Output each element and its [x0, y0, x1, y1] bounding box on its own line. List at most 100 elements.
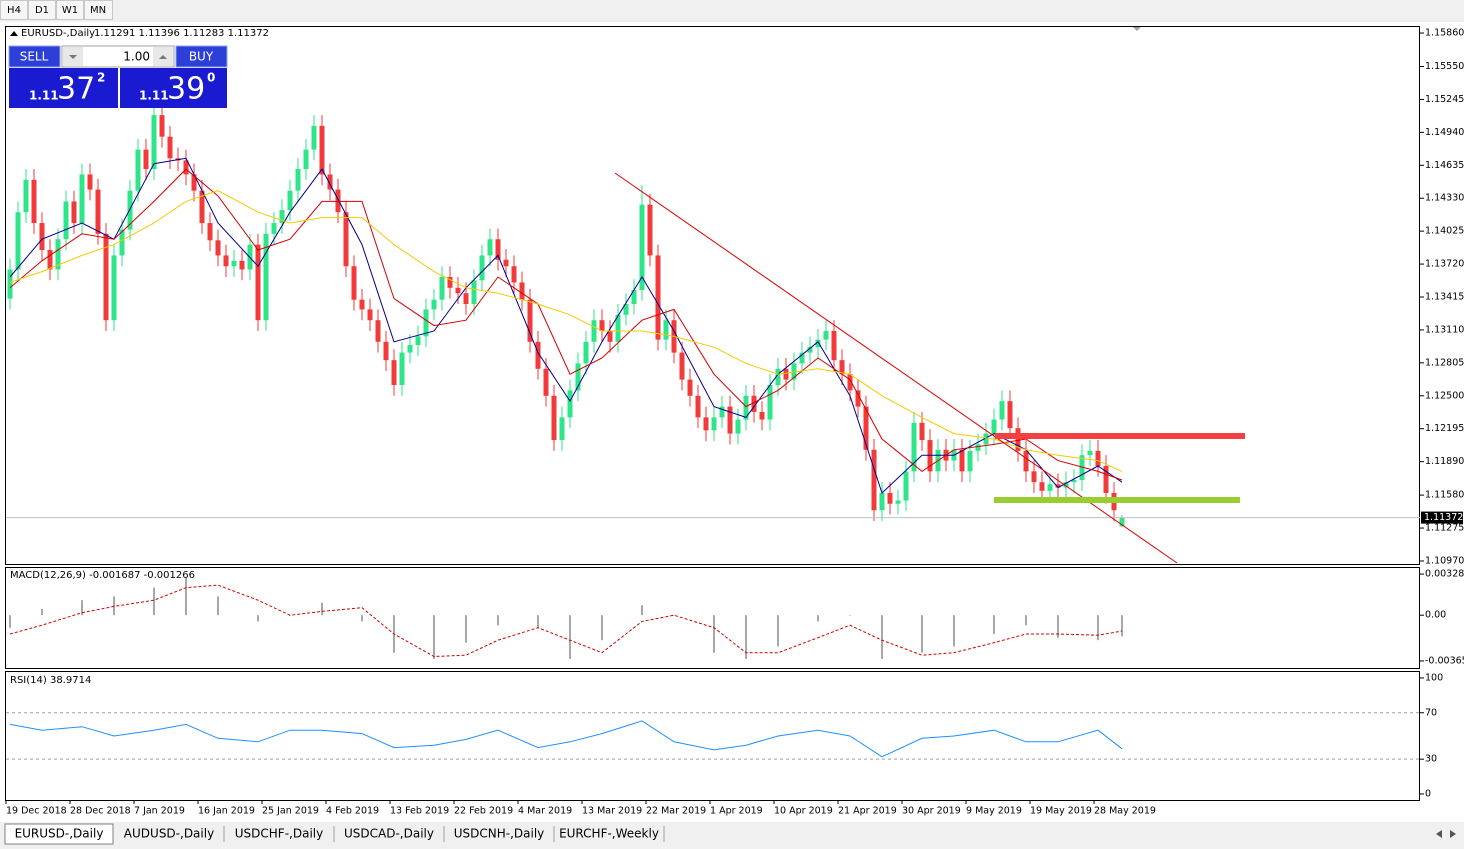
support-zone	[994, 497, 1240, 503]
candle-body	[615, 314, 621, 342]
timeframe-button[interactable]	[0, 0, 28, 20]
candle-body	[1055, 484, 1061, 488]
symbol-tab[interactable]	[115, 824, 223, 844]
symbol-tab-label[interactable]: EURUSD-,Daily	[15, 827, 104, 841]
candle-body	[647, 204, 653, 256]
candle-body	[303, 149, 309, 170]
timeframe-label[interactable]: D1	[35, 5, 49, 16]
candle-body	[663, 320, 669, 340]
candle-body	[679, 352, 685, 380]
last-price-label: 1.11372	[1424, 512, 1463, 523]
candle-body	[1039, 482, 1045, 491]
macd-bar	[113, 596, 115, 616]
candle-body	[351, 266, 357, 300]
moving-average	[9, 157, 1123, 494]
candle-body	[255, 244, 261, 321]
y-tick-label: 1.13720	[1425, 259, 1464, 270]
candle-body	[623, 304, 629, 315]
candle-body	[119, 229, 125, 256]
candle-body	[23, 179, 29, 213]
macd-bar	[41, 608, 43, 616]
x-tick-label: 13 Feb 2019	[390, 806, 449, 817]
lot-value[interactable]: 1.00	[123, 50, 150, 64]
y-tick-label: 0.003287	[1425, 569, 1464, 580]
bid-pips[interactable]: 37	[57, 72, 95, 107]
candle-body	[519, 282, 525, 300]
candle-body	[495, 239, 501, 260]
lot-increase-icon[interactable]	[159, 55, 167, 59]
macd-bar	[601, 615, 603, 641]
timeframe-label[interactable]: H4	[7, 5, 21, 16]
candle-body	[391, 360, 397, 385]
macd-bar	[1025, 615, 1027, 626]
symbol-tab[interactable]	[225, 824, 333, 844]
x-tick-label: 4 Feb 2019	[326, 806, 379, 817]
symbol-tab[interactable]	[445, 824, 553, 844]
macd-bar	[817, 615, 819, 622]
tab-scroll-right[interactable]	[1450, 830, 1456, 838]
collapse-arrow[interactable]	[10, 31, 18, 36]
candle-body	[711, 417, 717, 431]
ask-pips[interactable]: 39	[167, 72, 205, 107]
candle-body	[791, 363, 797, 380]
y-tick-label: 1.15860	[1425, 28, 1464, 39]
symbol-tab-label[interactable]: USDCHF-,Daily	[235, 827, 323, 841]
resistance-zone	[995, 433, 1245, 439]
candle-body	[871, 449, 877, 511]
x-tick-label: 1 Apr 2019	[710, 806, 763, 817]
candle-body	[631, 289, 637, 305]
timeframe-button[interactable]	[84, 0, 113, 20]
candle-body	[55, 239, 61, 270]
timeframe-label[interactable]: W1	[62, 5, 78, 16]
candle-body	[639, 204, 645, 290]
x-tick-label: 13 Mar 2019	[582, 806, 642, 817]
ask-fraction[interactable]: 0	[207, 71, 215, 85]
x-tick-label: 10 Apr 2019	[774, 806, 833, 817]
candle-body	[1087, 450, 1093, 456]
candle-body	[359, 299, 365, 310]
plot-layer: 1.15860 1.15550 1.15245 1.14940 1.14635 1.143…	[5, 28, 1464, 817]
bid-fraction[interactable]: 2	[97, 71, 105, 85]
candle-body	[183, 160, 189, 175]
candle-body	[295, 169, 301, 191]
symbol-tab-label[interactable]: EURCHF-,Weekly	[559, 827, 659, 841]
lot-input[interactable]	[61, 45, 175, 68]
symbol-tab[interactable]	[555, 824, 663, 844]
symbol-tab-label[interactable]: USDCNH-,Daily	[454, 827, 545, 841]
y-tick-label: 1.15550	[1425, 61, 1464, 72]
candle-body	[191, 174, 197, 191]
y-tick-label: 1.14025	[1425, 226, 1464, 237]
y-tick-label: 1.10970	[1425, 555, 1464, 566]
timeframe-label[interactable]: MN	[90, 5, 106, 16]
candle-body	[855, 390, 861, 407]
y-tick-label: 1.12805	[1425, 357, 1464, 368]
candle-body	[799, 352, 805, 364]
sell-button[interactable]	[8, 45, 61, 68]
rsi-line	[9, 720, 1123, 758]
timeframe-button[interactable]	[56, 0, 84, 20]
ask-price-box[interactable]	[120, 68, 227, 108]
macd-bar	[921, 615, 923, 653]
bid-big-figure[interactable]: 1.11	[29, 89, 59, 103]
candle-body	[1007, 401, 1013, 429]
symbol-tab-label[interactable]: USDCAD-,Daily	[344, 827, 434, 841]
buy-label[interactable]: BUY	[189, 50, 214, 64]
ask-big-figure[interactable]: 1.11	[139, 89, 169, 103]
candle-body	[975, 444, 981, 451]
candle-body	[1119, 517, 1125, 527]
candle-body	[815, 339, 821, 348]
lot-decrease-icon[interactable]	[69, 55, 77, 59]
candle-body	[327, 174, 333, 190]
symbol-tab-label[interactable]: AUDUSD-,Daily	[124, 827, 214, 841]
bid-price-box[interactable]	[9, 68, 118, 108]
symbol-tab[interactable]	[4, 823, 114, 845]
symbol-tab[interactable]	[335, 824, 443, 844]
candle-body	[1095, 450, 1101, 466]
buy-button[interactable]	[175, 45, 228, 68]
timeframe-button[interactable]	[28, 0, 56, 20]
sell-label[interactable]: SELL	[20, 50, 49, 64]
candle-body	[367, 309, 373, 321]
tab-scroll-left[interactable]	[1436, 830, 1442, 838]
moving-average	[9, 168, 1123, 481]
candle-body	[71, 201, 77, 224]
